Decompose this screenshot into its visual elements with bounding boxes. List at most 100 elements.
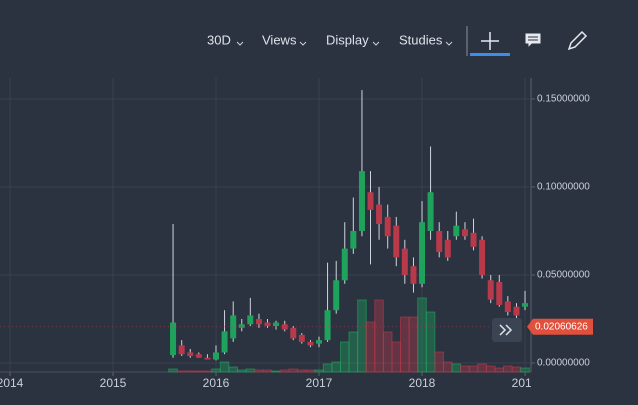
volume-bar: [297, 369, 307, 373]
candle-body: [290, 327, 297, 339]
volume-bar: [494, 367, 505, 373]
volume-bar: [339, 341, 350, 373]
volume-bar: [400, 316, 410, 373]
volume-bar: [279, 369, 290, 373]
volume-bar: [511, 366, 522, 373]
volume-bar: [520, 367, 530, 373]
candle-body: [333, 280, 340, 311]
x-tick-labels: 2014 2015 2016 2017 2018 2019: [0, 376, 539, 390]
candle-body: [213, 352, 220, 360]
comment-icon[interactable]: [524, 32, 542, 50]
candle-body: [419, 222, 426, 284]
candle-body: [461, 229, 468, 237]
candle-body: [264, 322, 271, 327]
chevron: [445, 41, 453, 46]
candle-body: [479, 239, 486, 275]
studies-menu[interactable]: Studies: [399, 32, 443, 47]
candle-body: [298, 334, 305, 342]
volume-bar: [503, 365, 513, 373]
chevrons-icon: [499, 324, 513, 336]
candle-body: [410, 266, 417, 284]
volume-bar: [228, 366, 239, 373]
volume-bar: [391, 341, 402, 373]
candle-body: [487, 280, 494, 300]
candle-body: [350, 230, 357, 249]
volume-bar: [288, 368, 299, 373]
candle-body: [307, 341, 314, 346]
volume-bar: [357, 299, 367, 373]
candle-body: [513, 306, 520, 316]
candle-body: [496, 282, 503, 305]
volume-bar: [305, 369, 316, 373]
x-tick-label: 2019: [512, 376, 539, 390]
y-tick-label: 0.05000000: [537, 270, 590, 281]
volume-bar: [434, 351, 445, 373]
candle-body: [453, 225, 460, 237]
candle-body: [238, 324, 245, 328]
last-price-label: 0.02060626: [535, 321, 588, 332]
volume-bar: [425, 311, 436, 373]
display-menu[interactable]: Display: [326, 32, 369, 47]
candle-body: [436, 230, 443, 253]
candle-body: [367, 192, 374, 210]
volume-bar: [348, 331, 359, 373]
volume-bar: [254, 369, 264, 373]
candle-body: [255, 319, 262, 325]
candle-body: [444, 239, 451, 258]
y-tick-label: 0.15000000: [537, 94, 590, 105]
active-underline: [470, 53, 510, 56]
candle-body: [187, 352, 194, 356]
plot: [0, 78, 531, 373]
candle-body: [376, 204, 383, 224]
chevron: [236, 41, 244, 46]
volume-bar: [245, 368, 256, 373]
candle-body: [221, 331, 228, 353]
x-tick-label: 2017: [306, 376, 333, 390]
views-menu[interactable]: Views: [262, 32, 297, 47]
volume-bar: [417, 297, 427, 373]
candle-body: [358, 171, 365, 231]
candle-body: [341, 248, 348, 281]
range-button[interactable]: 30D: [207, 32, 231, 47]
volume-bar: [168, 368, 178, 373]
candle-body: [401, 248, 408, 275]
volume-bar: [176, 370, 187, 373]
volume-bar: [219, 361, 230, 373]
scroll-right-button[interactable]: [492, 318, 522, 342]
candle-body: [178, 345, 185, 355]
candle-body: [316, 340, 323, 344]
volume-bar: [477, 363, 487, 373]
volume-bar: [485, 365, 496, 373]
x-tick-label: 2014: [0, 376, 24, 390]
volume-bar: [365, 321, 376, 373]
volume-bar: [331, 361, 342, 373]
x-tick-label: 2015: [100, 376, 127, 390]
candle-body: [230, 315, 237, 339]
volume-bar: [194, 370, 204, 373]
volume-bar: [322, 363, 333, 373]
candle-body: [470, 232, 477, 247]
pencil-icon[interactable]: [567, 30, 588, 51]
axes: 0.00000000 0.05000000 0.10000000 0.15000000…: [0, 94, 593, 390]
volume-bar: [314, 369, 324, 373]
volume-bar: [185, 370, 196, 373]
volume-bar: [382, 331, 393, 373]
chevron: [299, 41, 307, 46]
candle-body: [504, 301, 511, 312]
candle-body: [247, 315, 254, 325]
x-tick-label: 2018: [409, 376, 436, 390]
y-tick-label: 0.10000000: [537, 182, 590, 193]
candle-body: [384, 216, 391, 237]
x-tick-label: 2016: [203, 376, 230, 390]
volume-bar: [442, 361, 453, 373]
volume-bar: [374, 299, 384, 373]
candle-body: [324, 310, 331, 341]
volume-bar: [271, 370, 281, 373]
volume-bar: [236, 369, 247, 373]
y-tick-label: 0.00000000: [537, 358, 590, 369]
crosshair-icon[interactable]: [481, 32, 499, 50]
volume-bar: [451, 363, 462, 373]
last-price-tag: [527, 318, 593, 335]
volume-bar: [460, 365, 470, 373]
